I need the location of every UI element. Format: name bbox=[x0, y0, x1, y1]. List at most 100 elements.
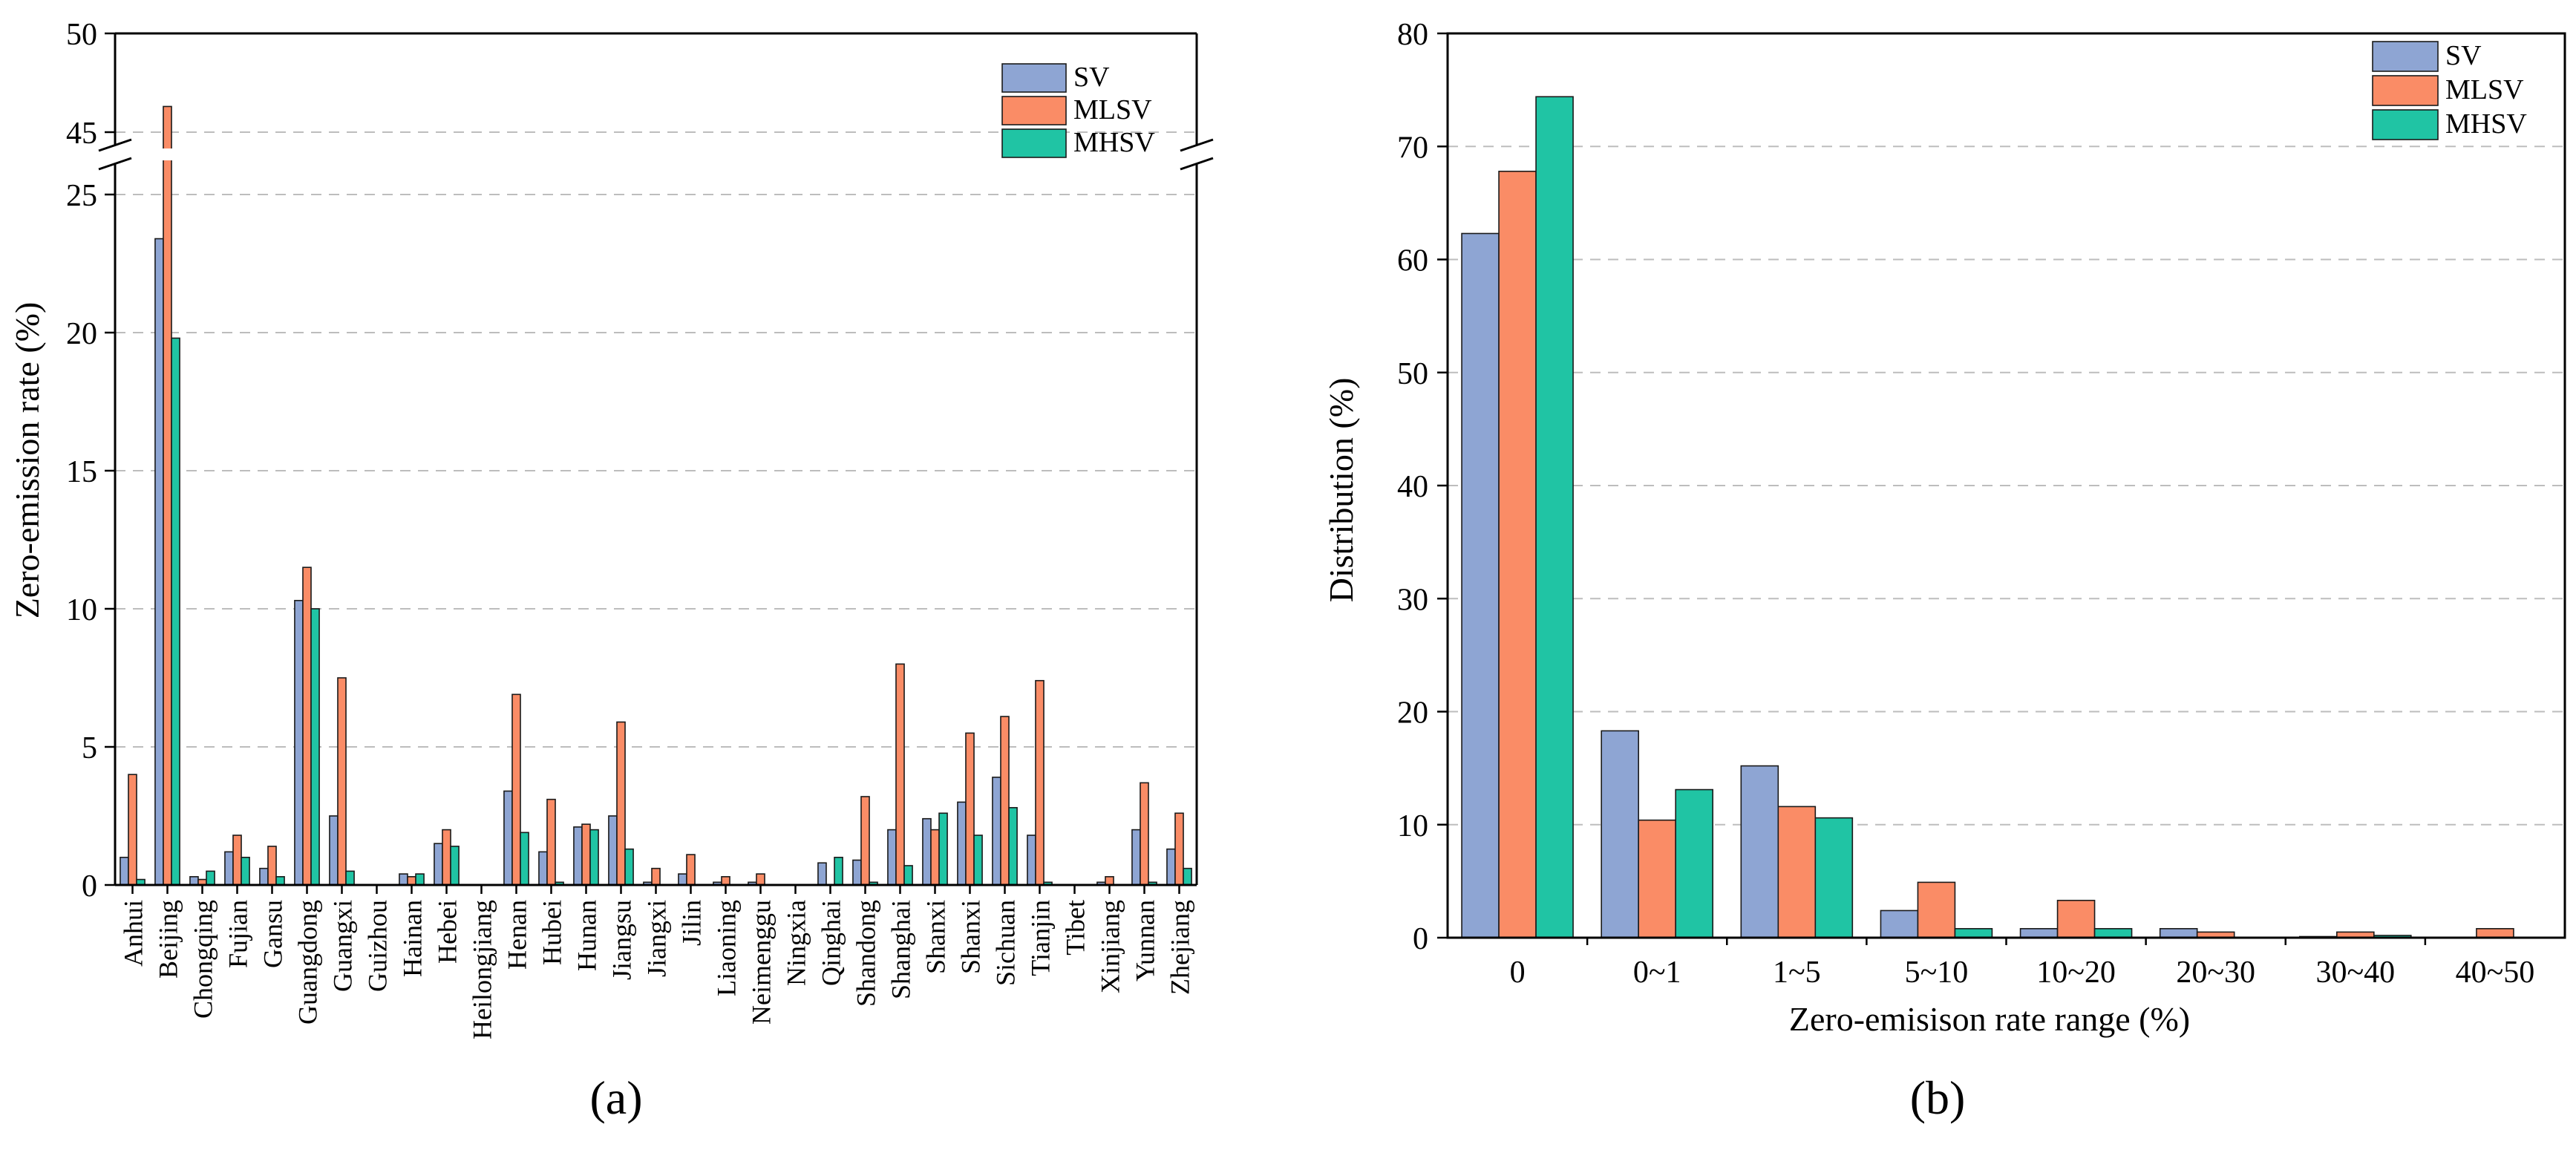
bar-b-sv-20-30-5 bbox=[2159, 928, 2198, 938]
bar-a-mhsv-shanxi-24 bbox=[973, 834, 983, 886]
x-tick-label-b-40-50-7: 40~50 bbox=[2456, 956, 2535, 990]
legend-swatch-b-mlsv bbox=[2372, 75, 2439, 106]
bar-a-mlsv-xinjiang-28 bbox=[1105, 876, 1114, 886]
x-tick-label-a-tianjin-26: Tianjin bbox=[1026, 900, 1056, 976]
bar-a-sv-chongqing-2 bbox=[189, 876, 199, 886]
bar-a-mlsv-gansu-4 bbox=[267, 846, 277, 886]
bar-a-mlsv-guangdong-5 bbox=[302, 566, 312, 886]
bar-a-mlsv-tianjin-26 bbox=[1035, 679, 1045, 886]
bar-a-mhsv-beijing-1 bbox=[171, 337, 180, 886]
x-tick-label-b-30-40-6: 30~40 bbox=[2315, 956, 2395, 990]
bar-a-sv-jiangsu-14 bbox=[608, 815, 618, 886]
y-tick-label-b-80: 80 bbox=[1397, 18, 1428, 52]
x-tick-label-a-qinghai-20: Qinghai bbox=[817, 900, 846, 986]
bar-a-mlsv-shandong-21 bbox=[860, 796, 870, 886]
x-tick-label-a-hubei-12: Hubei bbox=[537, 900, 567, 965]
bar-a-mlsv-zhejiang-30 bbox=[1174, 812, 1184, 886]
y-tick-label-b-70: 70 bbox=[1397, 131, 1428, 165]
x-tick-label-a-shanxi-24: Shanxi bbox=[956, 900, 986, 974]
bar-a-mlsv-shanxi-24 bbox=[965, 732, 975, 886]
panel-a-chart: 0 5 10 15 20 25 45 50 Anhui Beijing Chongqing Fuji… bbox=[8, 18, 1214, 1124]
bar-a-mlsv-hebei-9 bbox=[442, 829, 451, 886]
bar-a-sv-beijing-1 bbox=[154, 238, 164, 886]
bar-a-mlsv-henan-11 bbox=[511, 693, 521, 886]
y-tick-label-b-10: 10 bbox=[1397, 809, 1428, 843]
bar-a-mlsv-yunnan-29 bbox=[1140, 782, 1149, 886]
break-mark-a-right-2 bbox=[1180, 157, 1214, 171]
bar-b-sv-10-20-4 bbox=[2019, 928, 2059, 938]
bar-a-sv-shandong-21 bbox=[852, 859, 862, 886]
bar-a-mhsv-jiangsu-14 bbox=[624, 848, 634, 886]
x-tick-label-b-10-20-4: 10~20 bbox=[2036, 956, 2116, 990]
legend-label-b-mlsv: MLSV bbox=[2445, 74, 2524, 105]
bar-a-mlsv-shanghai-22 bbox=[895, 663, 905, 886]
bar-a-mlsv-liaoning-17 bbox=[721, 876, 730, 886]
panel-b-chart: 0 10 20 30 40 50 60 70 80 0 0~1 1~5 5~10 10~20 20~30 3… bbox=[1322, 18, 2566, 1124]
bar-a-mhsv-shanxi-23 bbox=[938, 812, 948, 886]
bar-a-mhsv-hebei-9 bbox=[450, 846, 460, 886]
panel-b-x-axis-label: Zero-emisison rate range (%) bbox=[1789, 1000, 2190, 1038]
x-tick-label-a-jiangsu-14: Jiangsu bbox=[607, 900, 637, 980]
bar-a-mhsv-shanghai-22 bbox=[903, 865, 913, 886]
x-tick-label-a-jiangxi-15: Jiangxi bbox=[642, 900, 672, 977]
bar-a-mlsv-beijing-1 bbox=[163, 105, 172, 886]
panel-a-y-axis-label: Zero-emission rate (%) bbox=[8, 302, 46, 619]
x-tick-label-a-guangdong-5: Guangdong bbox=[293, 900, 323, 1025]
bar-a-mhsv-sichuan-25 bbox=[1008, 807, 1018, 886]
bar-a-sv-hunan-13 bbox=[573, 826, 583, 886]
x-tick-label-a-hebei-9: Hebei bbox=[433, 900, 462, 964]
bar-a-sv-shanxi-24 bbox=[957, 801, 967, 886]
x-tick-label-a-shandong-21: Shandong bbox=[851, 900, 881, 1007]
panel-b-x-ticks: 0 0~1 1~5 5~10 10~20 20~30 30~40 40~50 bbox=[1510, 938, 2535, 990]
panel-b-y-ticks: 0 10 20 30 40 50 60 70 80 bbox=[1397, 18, 1448, 956]
x-tick-label-a-chongqing-2: Chongqing bbox=[189, 900, 218, 1019]
y-tick-label-b-50: 50 bbox=[1397, 357, 1428, 391]
y-tick-label-a-25: 25 bbox=[66, 179, 97, 213]
bar-b-mhsv-5-10-3 bbox=[1954, 928, 1993, 938]
bar-a-mlsv-neimenggu-18 bbox=[756, 873, 765, 886]
bar-b-mlsv-0-1-1 bbox=[1638, 819, 1676, 938]
bar-a-mlsv-jilin-16 bbox=[686, 854, 696, 886]
x-tick-label-a-yunnan-29: Yunnan bbox=[1131, 900, 1160, 981]
bar-b-sv-1-5-2 bbox=[1740, 765, 1779, 938]
panel-b-y-axis-label: Distribution (%) bbox=[1322, 378, 1360, 603]
bar-a-sv-guangxi-6 bbox=[329, 815, 339, 886]
bar-a-mhsv-zhejiang-30 bbox=[1183, 867, 1192, 886]
y-tick-label-a-10: 10 bbox=[66, 593, 97, 627]
bar-a-mhsv-qinghai-20 bbox=[834, 857, 843, 886]
bar-a-sv-anhui-0 bbox=[120, 857, 129, 886]
bar-a-sv-shanxi-23 bbox=[922, 817, 932, 886]
bar-b-mhsv-1-5-2 bbox=[1814, 817, 1854, 938]
bar-a-mhsv-guangdong-5 bbox=[310, 608, 320, 886]
legend-label-a-mhsv: MHSV bbox=[1073, 127, 1155, 158]
bar-b-sv-0-1-1 bbox=[1601, 730, 1639, 938]
y-tick-label-a-15: 15 bbox=[66, 455, 97, 489]
x-tick-label-a-guangxi-6: Guangxi bbox=[328, 900, 358, 992]
bar-a-mlsv-jiangsu-14 bbox=[616, 721, 626, 886]
axis-break-gap-a bbox=[116, 148, 1196, 160]
x-tick-label-a-beijing-1: Beijing bbox=[154, 900, 183, 979]
x-tick-label-a-fujian-3: Fujian bbox=[223, 900, 253, 968]
bar-a-mlsv-hainan-8 bbox=[407, 876, 416, 886]
x-tick-label-a-zhejiang-30: Zhejiang bbox=[1166, 900, 1195, 995]
bar-a-mlsv-anhui-0 bbox=[128, 774, 137, 886]
bar-a-sv-hubei-12 bbox=[538, 851, 548, 886]
y-tick-label-b-40: 40 bbox=[1397, 470, 1428, 504]
bar-b-mlsv-0-0 bbox=[1498, 170, 1537, 938]
bar-a-mhsv-hainan-8 bbox=[415, 873, 425, 886]
bar-a-sv-guangdong-5 bbox=[294, 600, 304, 886]
x-tick-label-a-tibet-27: Tibet bbox=[1061, 900, 1091, 956]
x-tick-label-a-gansu-4: Gansu bbox=[258, 900, 288, 968]
bar-a-mlsv-sichuan-25 bbox=[1000, 716, 1010, 886]
bar-b-mhsv-0-1-1 bbox=[1675, 788, 1713, 938]
break-mark-a-left-1 bbox=[98, 138, 132, 152]
bar-a-mhsv-fujian-3 bbox=[241, 857, 250, 886]
bar-b-sv-5-10-3 bbox=[1880, 909, 1919, 938]
panel-b-label: (b) bbox=[1910, 1071, 1966, 1124]
panel-b-bars bbox=[1461, 96, 2514, 938]
x-tick-label-b-20-30-5: 20~30 bbox=[2176, 956, 2255, 990]
y-tick-label-a-5: 5 bbox=[82, 731, 97, 765]
bar-b-mhsv-10-20-4 bbox=[2093, 928, 2133, 938]
x-tick-label-a-anhui-0: Anhui bbox=[119, 900, 148, 967]
